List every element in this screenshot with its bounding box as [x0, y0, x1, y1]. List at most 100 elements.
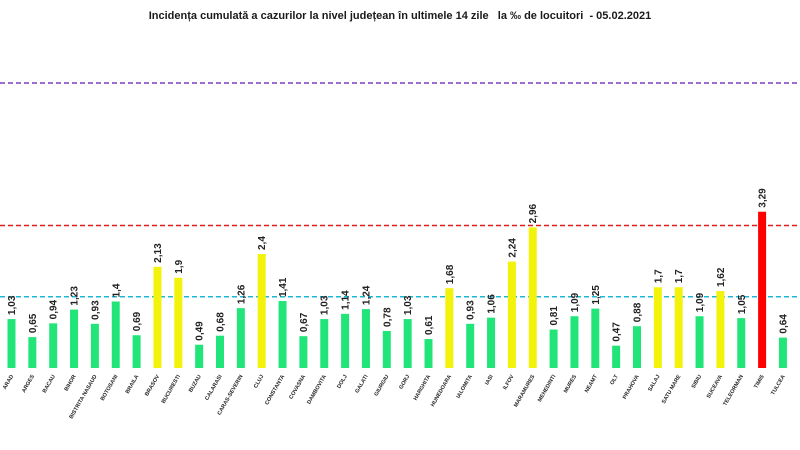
bar-2: [49, 323, 58, 368]
category-label-3: BIHOR: [64, 374, 78, 392]
category-label-8: BUCURESTI: [161, 374, 182, 405]
category-label-36: TIMIS: [753, 374, 766, 390]
value-label-20: 0,61: [424, 315, 435, 335]
category-label-6: BRAILA: [125, 374, 141, 395]
value-label-19: 1,03: [403, 295, 414, 315]
value-label-22: 0,93: [466, 300, 477, 320]
category-label-27: MURES: [563, 374, 578, 394]
category-label-0: ARAD: [2, 374, 15, 391]
bar-4: [90, 323, 99, 368]
value-label-27: 1,09: [570, 292, 581, 312]
category-label-2: BACAU: [42, 374, 57, 394]
bar-17: [361, 309, 370, 368]
value-label-2: 0,94: [49, 299, 60, 319]
value-label-14: 0,67: [299, 312, 310, 332]
bar-5: [111, 301, 120, 368]
category-label-35: TELEORMAN: [722, 374, 745, 407]
value-label-24: 2,24: [507, 238, 518, 258]
category-label-32: SATU MARE: [661, 374, 683, 405]
category-label-5: BOTOSANI: [100, 374, 120, 402]
value-label-18: 0,78: [382, 307, 393, 327]
value-label-23: 1,06: [487, 294, 498, 314]
bar-28: [591, 308, 600, 368]
bar-14: [299, 336, 308, 368]
bar-16: [341, 313, 350, 368]
bar-30: [633, 326, 641, 368]
value-label-10: 0,68: [216, 312, 227, 332]
bar-36: [758, 211, 767, 368]
bar-11: [236, 308, 245, 368]
bar-10: [216, 335, 224, 368]
value-label-29: 0,47: [612, 322, 623, 342]
bar-1: [28, 337, 37, 368]
value-label-3: 1,23: [70, 286, 81, 306]
category-label-18: GIURGIU: [374, 374, 391, 397]
value-label-31: 1,7: [653, 269, 664, 283]
category-label-12: CLUJ: [253, 374, 265, 389]
category-label-1: ARGES: [21, 374, 36, 394]
bar-33: [695, 316, 704, 368]
bar-19: [403, 319, 412, 368]
category-label-25: MARAMURES: [513, 374, 537, 409]
value-label-12: 2,4: [257, 236, 268, 250]
category-label-7: BRASOV: [144, 374, 161, 398]
category-label-34: SUCEAVA: [706, 374, 724, 400]
category-label-17: GALATI: [354, 374, 369, 395]
bar-12: [257, 254, 266, 368]
category-label-13: CONSTANTA: [264, 374, 286, 406]
category-label-24: ILFOV: [502, 374, 515, 391]
bar-31: [653, 287, 662, 368]
value-label-13: 1,41: [278, 277, 289, 297]
bar-3: [70, 309, 79, 368]
value-label-15: 1,03: [320, 295, 331, 315]
bar-18: [382, 330, 391, 368]
bar-24: [507, 261, 516, 368]
bar-8: [174, 277, 183, 368]
category-label-21: HUNEDOARA: [430, 374, 453, 408]
bar-27: [570, 316, 579, 368]
value-label-37: 0,64: [778, 314, 789, 334]
value-label-11: 1,26: [236, 284, 247, 304]
bar-0: [7, 319, 16, 368]
bar-6: [132, 335, 141, 368]
value-label-8: 1,9: [174, 259, 185, 273]
value-label-9: 0,49: [195, 321, 206, 341]
category-label-23: IASI: [484, 374, 495, 387]
bar-20: [424, 339, 433, 368]
bar-22: [466, 323, 475, 368]
bar-7: [153, 266, 162, 368]
bar-26: [549, 329, 558, 368]
value-label-33: 1,09: [695, 292, 706, 312]
bar-21: [445, 288, 454, 368]
value-label-36: 3,29: [758, 188, 769, 208]
bar-37: [778, 337, 787, 368]
category-label-19: GORJ: [398, 374, 411, 391]
chart-title: Incidența cumulată a cazurilor la nivel …: [148, 10, 652, 22]
category-label-15: DAMBOVITA: [306, 374, 328, 406]
value-label-5: 1,4: [111, 283, 122, 297]
bar-13: [278, 301, 287, 368]
bar-35: [737, 318, 746, 368]
value-label-34: 1,62: [716, 267, 727, 287]
value-label-7: 2,13: [153, 243, 164, 263]
value-label-28: 1,25: [591, 285, 602, 305]
category-label-14: COVASNA: [288, 374, 307, 400]
value-label-6: 0,69: [132, 311, 143, 331]
value-label-16: 1,14: [341, 290, 352, 310]
bar-29: [612, 345, 621, 368]
value-label-1: 0,65: [28, 313, 39, 333]
category-label-33: SIBIU: [691, 374, 704, 390]
value-label-35: 1,05: [737, 294, 748, 314]
value-label-30: 0,88: [633, 302, 644, 322]
category-label-29: OLT: [609, 373, 620, 386]
bar-9: [195, 344, 204, 368]
category-label-9: BUZAU: [188, 374, 203, 394]
value-label-25: 2,96: [528, 203, 539, 223]
category-label-10: CALARASI: [204, 374, 224, 402]
value-label-21: 1,68: [445, 264, 456, 284]
value-label-26: 0,81: [549, 306, 560, 326]
category-label-31: SALAJ: [647, 374, 661, 393]
category-label-26: MEHEDINTI: [537, 374, 558, 404]
value-label-17: 1,24: [361, 285, 372, 305]
